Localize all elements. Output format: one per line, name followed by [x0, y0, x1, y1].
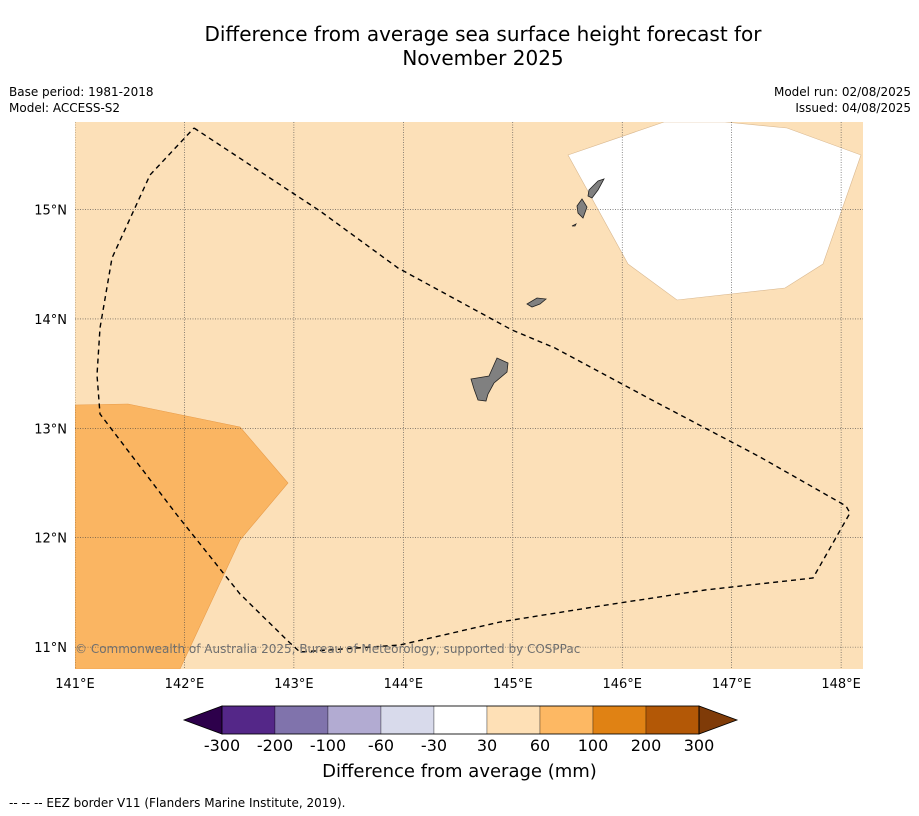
colorbar-segment [539, 705, 594, 735]
model-run: Model run: 02/08/2025 [773, 85, 911, 99]
anomaly-region-minus30-30 [567, 122, 862, 301]
meta-left: Base period: 1981-2018 Model: ACCESS-S2 [9, 84, 154, 116]
colorbar-tick-label: 200 [631, 736, 662, 755]
longitude-ticks: 141°E 142°E 143°E 144°E 145°E 146°E 147°E 148°E [55, 677, 861, 692]
colorbar-tick-label: -200 [257, 736, 293, 755]
title-line-1: Difference from average sea surface heig… [204, 22, 762, 46]
title-line-2: November 2025 [402, 46, 564, 70]
eez-footnote: -- -- -- EEZ border V11 (Flanders Marine… [9, 796, 346, 810]
colorbar-outline [221, 705, 700, 735]
islands [470, 178, 605, 402]
lon-tick-label: 142°E [165, 677, 205, 692]
colorbar-segment [592, 705, 647, 735]
colorbar-segment [380, 705, 435, 735]
eez-border [96, 127, 851, 653]
colorbar [182, 705, 739, 735]
colorbar-extend-high [698, 705, 739, 735]
map-area: © Commonwealth of Australia 2025, Bureau… [75, 122, 863, 669]
colorbar-segment [274, 705, 329, 735]
issued-date: Issued: 04/08/2025 [795, 101, 911, 115]
colorbar-segment [645, 705, 700, 735]
colorbar-tick-label: 60 [530, 736, 550, 755]
latitude-ticks: 11°N 12°N 13°N 14°N 15°N [34, 204, 67, 657]
colorbar-label: Difference from average (mm) [322, 761, 597, 782]
anomaly-region-60-100 [75, 403, 289, 669]
colorbar-tick-label: 30 [477, 736, 497, 755]
lat-tick-label: 14°N [34, 313, 67, 328]
colorbar-segment [433, 705, 488, 735]
colorbar-tick-label: -30 [421, 736, 447, 755]
lon-tick-label: 143°E [274, 677, 314, 692]
map-title: Difference from average sea surface heig… [0, 22, 919, 70]
colorbar-segment [327, 705, 382, 735]
colorbar-ticks: -300 -200 -100 -60 -30 30 60 100 200 300 [204, 736, 714, 755]
colorbar-segment [221, 705, 276, 735]
base-period: Base period: 1981-2018 [9, 85, 154, 99]
lat-tick-label: 15°N [34, 204, 67, 219]
colorbar-tick-label: -60 [368, 736, 394, 755]
lat-tick-label: 11°N [34, 641, 67, 656]
colorbar-segment [486, 705, 541, 735]
lon-tick-label: 141°E [55, 677, 95, 692]
island-rota [526, 297, 547, 308]
lon-tick-label: 144°E [384, 677, 424, 692]
lon-tick-label: 147°E [712, 677, 752, 692]
graticule [75, 122, 863, 669]
lat-tick-label: 12°N [34, 532, 67, 547]
copyright-note: © Commonwealth of Australia 2025, Bureau… [75, 642, 580, 656]
lon-tick-label: 148°E [821, 677, 861, 692]
island-saipan [587, 178, 605, 199]
meta-right: Model run: 02/08/2025 Issued: 04/08/2025 [774, 84, 911, 116]
colorbar-tick-label: -100 [310, 736, 346, 755]
colorbar-tick-label: 100 [578, 736, 609, 755]
colorbar-tick-label: 300 [684, 736, 715, 755]
island-tinian [576, 198, 588, 219]
colorbar-tick-label: -300 [204, 736, 240, 755]
lon-tick-label: 145°E [493, 677, 533, 692]
lon-tick-label: 146°E [602, 677, 642, 692]
model-name: Model: ACCESS-S2 [9, 101, 121, 115]
lat-tick-label: 13°N [34, 422, 67, 437]
island-aguijan [571, 223, 577, 227]
colorbar-extend-low [182, 705, 223, 735]
island-guam [470, 357, 509, 402]
